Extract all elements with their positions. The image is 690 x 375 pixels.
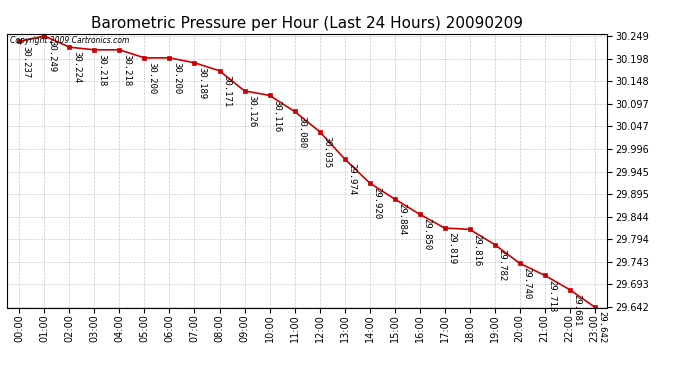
Text: 30.200: 30.200 xyxy=(172,62,181,94)
Text: 29.816: 29.816 xyxy=(472,234,481,266)
Text: 29.642: 29.642 xyxy=(597,311,606,344)
Text: 30.189: 30.189 xyxy=(197,67,206,99)
Text: 30.080: 30.080 xyxy=(297,116,306,148)
Text: 30.249: 30.249 xyxy=(47,40,56,72)
Text: 29.713: 29.713 xyxy=(547,279,556,312)
Text: 30.237: 30.237 xyxy=(22,45,31,78)
Title: Barometric Pressure per Hour (Last 24 Hours) 20090209: Barometric Pressure per Hour (Last 24 Ho… xyxy=(91,16,523,31)
Text: 29.782: 29.782 xyxy=(497,249,506,281)
Text: 30.200: 30.200 xyxy=(147,62,156,94)
Text: 30.218: 30.218 xyxy=(97,54,106,86)
Text: 29.740: 29.740 xyxy=(522,267,531,300)
Text: 29.974: 29.974 xyxy=(347,163,356,195)
Text: 30.218: 30.218 xyxy=(122,54,131,86)
Text: 30.126: 30.126 xyxy=(247,95,256,128)
Text: 30.035: 30.035 xyxy=(322,136,331,168)
Text: 30.116: 30.116 xyxy=(272,99,281,132)
Text: 30.224: 30.224 xyxy=(72,51,81,84)
Text: 29.681: 29.681 xyxy=(572,294,581,326)
Text: 29.819: 29.819 xyxy=(447,232,456,264)
Text: 29.884: 29.884 xyxy=(397,203,406,236)
Text: 29.920: 29.920 xyxy=(372,187,381,219)
Text: 29.850: 29.850 xyxy=(422,218,431,250)
Text: 30.171: 30.171 xyxy=(222,75,231,107)
Text: Copyright 2009 Cartronics.com: Copyright 2009 Cartronics.com xyxy=(10,36,129,45)
